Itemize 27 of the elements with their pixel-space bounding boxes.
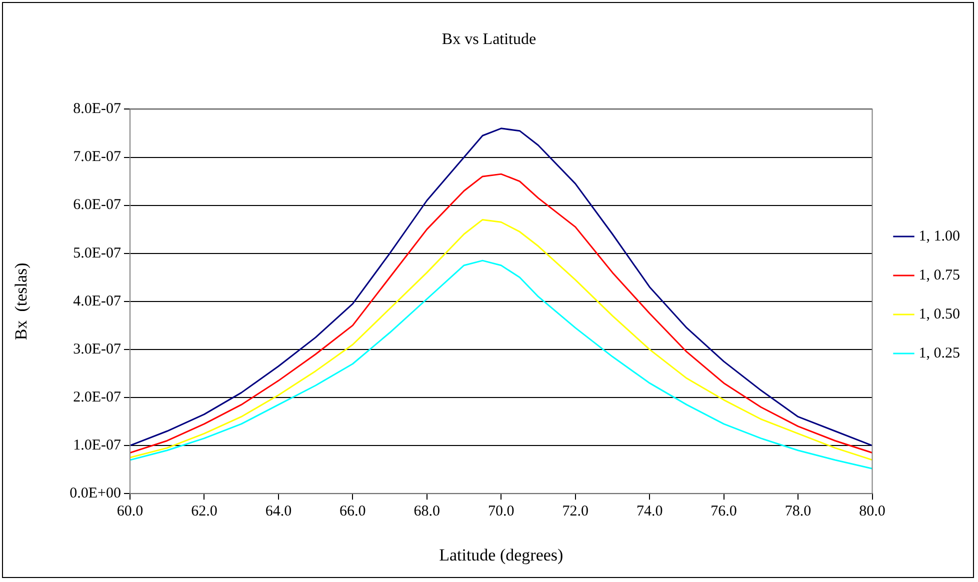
y-tick-label: 8.0E-07	[73, 101, 122, 118]
x-tick-label: 78.0	[784, 504, 812, 520]
chart-title: Bx vs Latitude	[442, 30, 536, 48]
y-tick-label: 4.0E-07	[73, 293, 122, 310]
legend-label: 1, 0.75	[918, 267, 960, 284]
y-axis-title: Bx (teslas)	[12, 262, 31, 340]
y-tick-label: 0.0E+00	[70, 486, 121, 502]
x-tick-label: 62.0	[191, 504, 218, 520]
y-tick-label: 2.0E-07	[73, 389, 122, 406]
y-tick-label: 3.0E-07	[73, 341, 122, 358]
x-tick-label: 80.0	[859, 504, 886, 520]
y-tick-label: 7.0E-07	[73, 149, 122, 166]
x-tick-label: 68.0	[414, 504, 440, 520]
x-tick-label: 72.0	[562, 504, 588, 520]
x-tick-label: 74.0	[636, 504, 663, 520]
x-tick-label: 64.0	[265, 504, 292, 520]
y-tick-label: 5.0E-07	[73, 245, 122, 262]
x-tick-label: 70.0	[488, 504, 514, 520]
x-tick-label: 60.0	[116, 504, 144, 520]
y-tick-label: 6.0E-07	[73, 197, 122, 214]
legend-label: 1, 0.25	[918, 345, 960, 362]
legend-label: 1, 0.50	[918, 306, 960, 322]
x-axis-title: Latitude (degrees)	[439, 545, 564, 564]
y-tick-label: 1.0E-07	[73, 437, 122, 454]
x-tick-label: 76.0	[710, 504, 737, 520]
x-tick-label: 66.0	[340, 504, 366, 520]
legend-label: 1, 1.00	[918, 228, 960, 244]
